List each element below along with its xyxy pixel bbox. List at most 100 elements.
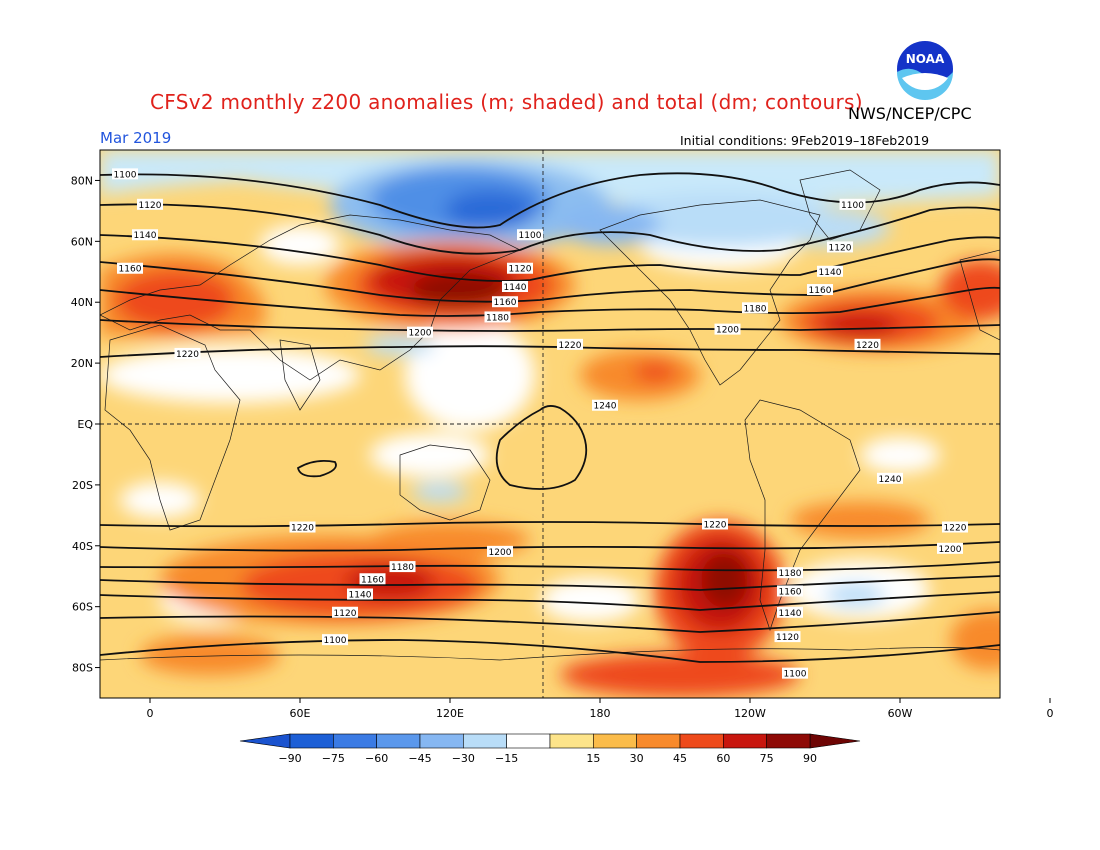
contour-label: 1140 — [777, 606, 803, 619]
svg-text:1200: 1200 — [716, 326, 739, 336]
contour-label: 1160 — [117, 262, 143, 275]
lat-label: 40N — [71, 296, 93, 309]
svg-text:1140: 1140 — [349, 590, 372, 600]
contour-1120-sh — [100, 611, 1000, 633]
svg-text:1120: 1120 — [334, 609, 357, 619]
contour-label: 1240 — [877, 472, 903, 485]
contour-label: 1200 — [714, 323, 741, 336]
india-outline — [279, 339, 321, 411]
lon-label: 180 — [590, 707, 611, 720]
svg-text:1140: 1140 — [819, 268, 842, 278]
colorbar-swatch — [419, 733, 464, 749]
contour-label: 1140 — [347, 588, 373, 600]
svg-text:1220: 1220 — [944, 524, 967, 534]
svg-text:1140: 1140 — [134, 231, 157, 241]
colorbar-label: 15 — [586, 752, 600, 765]
colorbar-label: −45 — [408, 752, 431, 765]
contour-label: 1180 — [484, 311, 511, 323]
colorbar-label: 30 — [630, 752, 644, 765]
svg-text:1160: 1160 — [809, 286, 832, 296]
contour-label: 1180 — [389, 561, 416, 573]
contour-label: 1100 — [112, 168, 138, 180]
map-title: CFSv2 monthly z200 anomalies (m; shaded)… — [150, 90, 863, 114]
contour-label: 1160 — [359, 573, 386, 585]
colorbar-swatch — [766, 733, 811, 749]
contour-label: 1200 — [407, 326, 433, 339]
south-america-outline — [744, 399, 861, 632]
contour-label: 1220 — [942, 521, 968, 534]
contour-1240-closed — [495, 405, 588, 490]
svg-text:1240: 1240 — [594, 402, 617, 412]
north-america-outline — [599, 199, 821, 386]
latitude-axis: 80N 60N 40N 20N EQ 20S 40S 60S 80S — [71, 174, 100, 675]
svg-text:1120: 1120 — [829, 243, 852, 253]
africa-east-outline — [959, 249, 1000, 341]
lat-label: 60S — [72, 601, 93, 614]
contour-label: 1100 — [322, 634, 348, 646]
svg-text:1180: 1180 — [744, 304, 767, 314]
contour-1220-nh — [100, 345, 1000, 358]
svg-text:1200: 1200 — [489, 548, 512, 558]
contour-label: 1120 — [507, 262, 533, 275]
colorbar-label: 60 — [716, 752, 730, 765]
contour-labels: 1100 1120 1140 1160 1100 1120 1140 1160 1180 1200… — [112, 168, 968, 680]
contour-label: 1100 — [839, 198, 866, 211]
colorbar-swatch — [289, 733, 334, 749]
svg-text:1100: 1100 — [324, 636, 347, 646]
svg-text:1100: 1100 — [114, 170, 137, 180]
contour-1100-nh — [100, 172, 1000, 229]
contour-1200-sh — [100, 541, 1000, 552]
colorbar-high-arrow — [809, 733, 861, 749]
svg-text:1140: 1140 — [504, 283, 527, 293]
longitude-axis: 0 60E 120E 180 120W 60W 0 — [147, 698, 1054, 720]
colorbar-label: 45 — [673, 752, 687, 765]
contour-1120-nh — [100, 203, 1000, 255]
colorbar-label: −60 — [365, 752, 388, 765]
contour-1200-nh — [100, 319, 1000, 332]
lon-label: 60W — [888, 707, 913, 720]
contour-1160-sh — [100, 575, 1000, 591]
svg-text:1120: 1120 — [509, 265, 532, 275]
colorbar-swatch — [636, 733, 681, 749]
svg-text:1220: 1220 — [176, 350, 199, 360]
contour-1100-sh — [100, 639, 1000, 663]
contour-label: 1220 — [854, 338, 881, 351]
svg-text:1200: 1200 — [409, 329, 432, 339]
contour-label: 1100 — [517, 229, 543, 241]
svg-text:1220: 1220 — [291, 524, 314, 534]
svg-text:1180: 1180 — [486, 313, 509, 323]
colorbar-swatch — [593, 733, 637, 749]
lon-label: 0 — [147, 707, 154, 720]
colorbar-label: −90 — [278, 752, 301, 765]
lat-label: 60N — [71, 235, 93, 248]
anomaly-shading — [100, 150, 1000, 697]
svg-text:1100: 1100 — [519, 231, 542, 241]
lon-label: 60E — [290, 707, 311, 720]
contour-label: 1200 — [487, 545, 513, 558]
height-contours — [100, 172, 1000, 663]
colorbar-label: 90 — [803, 752, 817, 765]
initial-conditions: Initial conditions: 9Feb2019–18Feb2019 — [680, 133, 930, 148]
contour-label: 1160 — [777, 585, 803, 597]
contour-label: 1220 — [702, 518, 728, 530]
colorbar-swatch — [376, 733, 421, 749]
contour-label: 1180 — [777, 567, 803, 579]
colorbar-swatch — [723, 733, 767, 749]
colorbar-label: −30 — [452, 752, 475, 765]
colorbar-swatch — [679, 733, 724, 749]
contour-1240-small — [296, 459, 337, 478]
noaa-logo: NOAA — [895, 39, 955, 100]
contour-label: 1160 — [492, 296, 518, 308]
africa-outline — [104, 324, 241, 531]
contour-1220-sh — [100, 521, 1000, 528]
contour-label: 1200 — [937, 542, 963, 555]
australia-outline — [399, 444, 491, 521]
svg-text:1120: 1120 — [139, 201, 162, 211]
contour-label: 1100 — [782, 667, 808, 680]
contour-1160-nh — [100, 258, 1000, 303]
lat-label: EQ — [77, 418, 93, 431]
svg-text:1180: 1180 — [391, 563, 414, 573]
svg-text:1220: 1220 — [704, 520, 727, 530]
contour-1180-nh — [100, 286, 1000, 317]
